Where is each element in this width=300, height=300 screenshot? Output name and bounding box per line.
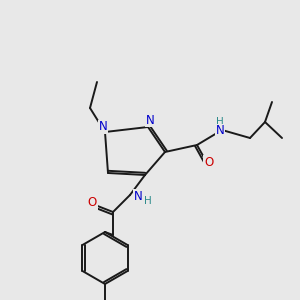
Text: H: H [144, 196, 152, 206]
Text: N: N [216, 124, 224, 137]
Text: N: N [134, 190, 142, 202]
Text: O: O [87, 196, 97, 209]
Text: N: N [99, 121, 107, 134]
Text: H: H [216, 117, 224, 127]
Text: N: N [146, 113, 154, 127]
Text: O: O [204, 155, 214, 169]
